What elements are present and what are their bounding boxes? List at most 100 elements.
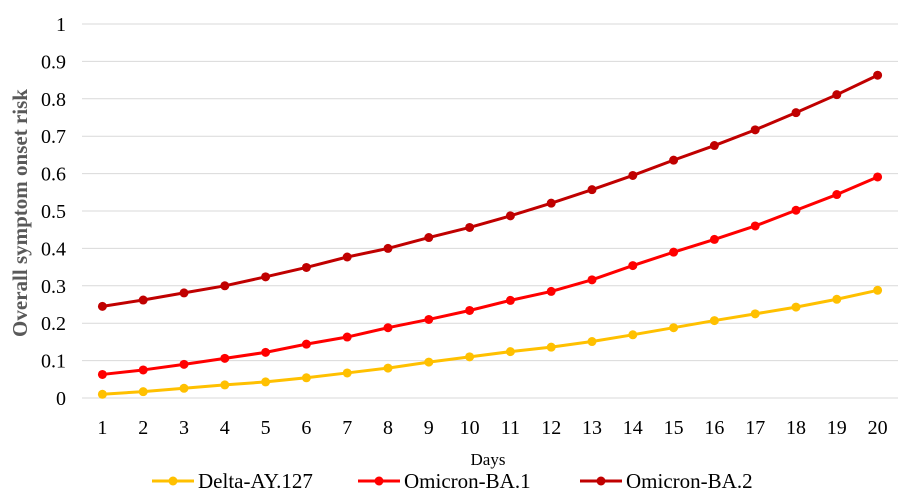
data-point (669, 247, 679, 257)
data-point (587, 337, 597, 347)
legend-item: Omicron-BA.2 (580, 469, 753, 493)
x-tick-label: 12 (541, 417, 561, 439)
legend-swatch-marker (596, 476, 606, 486)
data-point (383, 363, 393, 373)
x-tick-label: 8 (383, 417, 393, 439)
data-point (873, 70, 883, 80)
data-point (97, 301, 107, 311)
data-point (301, 339, 311, 349)
data-point (546, 342, 556, 352)
data-point (342, 368, 352, 378)
x-tick-label: 16 (704, 417, 724, 439)
legend-item: Omicron-BA.1 (358, 469, 531, 493)
data-point (220, 281, 230, 291)
data-point (546, 286, 556, 296)
data-point (138, 365, 148, 375)
data-point (261, 377, 271, 387)
data-point (424, 314, 434, 324)
data-point (220, 353, 230, 363)
data-point (383, 323, 393, 333)
y-tick-label: 0.3 (41, 276, 66, 298)
data-point (138, 387, 148, 397)
data-point (179, 359, 189, 369)
x-axis-ticks: 1 2 3 4 5 6 7 8 9 10 11 12 13 14 15 16 17 18 19 20 (97, 417, 887, 439)
legend-swatch-marker (374, 476, 384, 486)
x-tick-label: 17 (745, 417, 765, 439)
series-line (102, 288, 878, 396)
x-tick-label: 19 (827, 417, 847, 439)
data-point (709, 316, 719, 326)
data-point (342, 332, 352, 342)
data-point (873, 285, 883, 295)
x-tick-label: 4 (220, 417, 230, 439)
data-point (587, 275, 597, 285)
x-tick-label: 6 (301, 417, 311, 439)
x-tick-label: 10 (460, 417, 480, 439)
data-point (669, 155, 679, 165)
x-tick-label: 13 (582, 417, 602, 439)
x-tick-label: 3 (179, 417, 189, 439)
data-point (505, 211, 515, 221)
series-omicron-ba-2 (97, 70, 883, 311)
series-line (102, 175, 879, 376)
y-tick-label: 0.1 (41, 351, 66, 373)
y-tick-label: 0.5 (41, 201, 66, 223)
series-lines (97, 70, 883, 399)
data-point (179, 288, 189, 298)
data-point (709, 234, 719, 244)
data-point (628, 330, 638, 340)
data-point (750, 221, 760, 231)
data-point (301, 262, 311, 272)
x-tick-label: 2 (138, 417, 148, 439)
y-tick-label: 0.8 (41, 89, 66, 111)
x-tick-label: 1 (97, 417, 107, 439)
legend-label: Omicron-BA.1 (404, 469, 531, 493)
legend-item: Delta-AY.127 (152, 469, 313, 493)
data-point (342, 252, 352, 262)
x-tick-label: 18 (786, 417, 806, 439)
y-tick-label: 1 (56, 14, 66, 36)
data-point (465, 352, 475, 362)
data-point (709, 141, 719, 151)
y-tick-label: 0.7 (41, 126, 66, 148)
gridlines (82, 23, 898, 399)
x-tick-label: 20 (868, 417, 888, 439)
x-tick-label: 14 (623, 417, 643, 439)
legend: Delta-AY.127 Omicron-BA.1 Omicron-BA.2 (152, 469, 753, 493)
legend-label: Omicron-BA.2 (626, 469, 753, 493)
data-point (669, 323, 679, 333)
data-point (750, 309, 760, 319)
data-point (424, 233, 434, 243)
data-point (505, 295, 515, 305)
series-omicron-ba-1 (97, 172, 883, 379)
y-tick-label: 0.6 (41, 164, 66, 186)
x-tick-label: 11 (501, 417, 520, 439)
legend-label: Delta-AY.127 (198, 469, 313, 493)
data-point (383, 243, 393, 253)
y-tick-label: 0 (56, 388, 66, 410)
data-point (628, 170, 638, 180)
y-axis-title: Overall symptom onset risk (8, 89, 32, 337)
data-point (261, 347, 271, 357)
x-axis-title: Days (471, 450, 506, 469)
y-tick-label: 0.4 (41, 238, 66, 260)
data-point (424, 357, 434, 367)
y-tick-label: 0.2 (41, 313, 66, 335)
x-tick-label: 7 (342, 417, 352, 439)
data-point (301, 373, 311, 383)
data-point (505, 347, 515, 357)
x-tick-label: 5 (261, 417, 271, 439)
data-point (179, 383, 189, 393)
data-point (832, 294, 842, 304)
data-point (261, 272, 271, 282)
data-point (97, 369, 107, 379)
data-point (138, 295, 148, 305)
data-point (546, 198, 556, 208)
data-point (832, 90, 842, 100)
data-point (628, 261, 638, 271)
data-point (791, 302, 801, 312)
y-axis-ticks: 0 0.1 0.2 0.3 0.4 0.5 0.6 0.7 0.8 0.9 1 (41, 14, 66, 410)
y-tick-label: 0.9 (41, 51, 66, 73)
